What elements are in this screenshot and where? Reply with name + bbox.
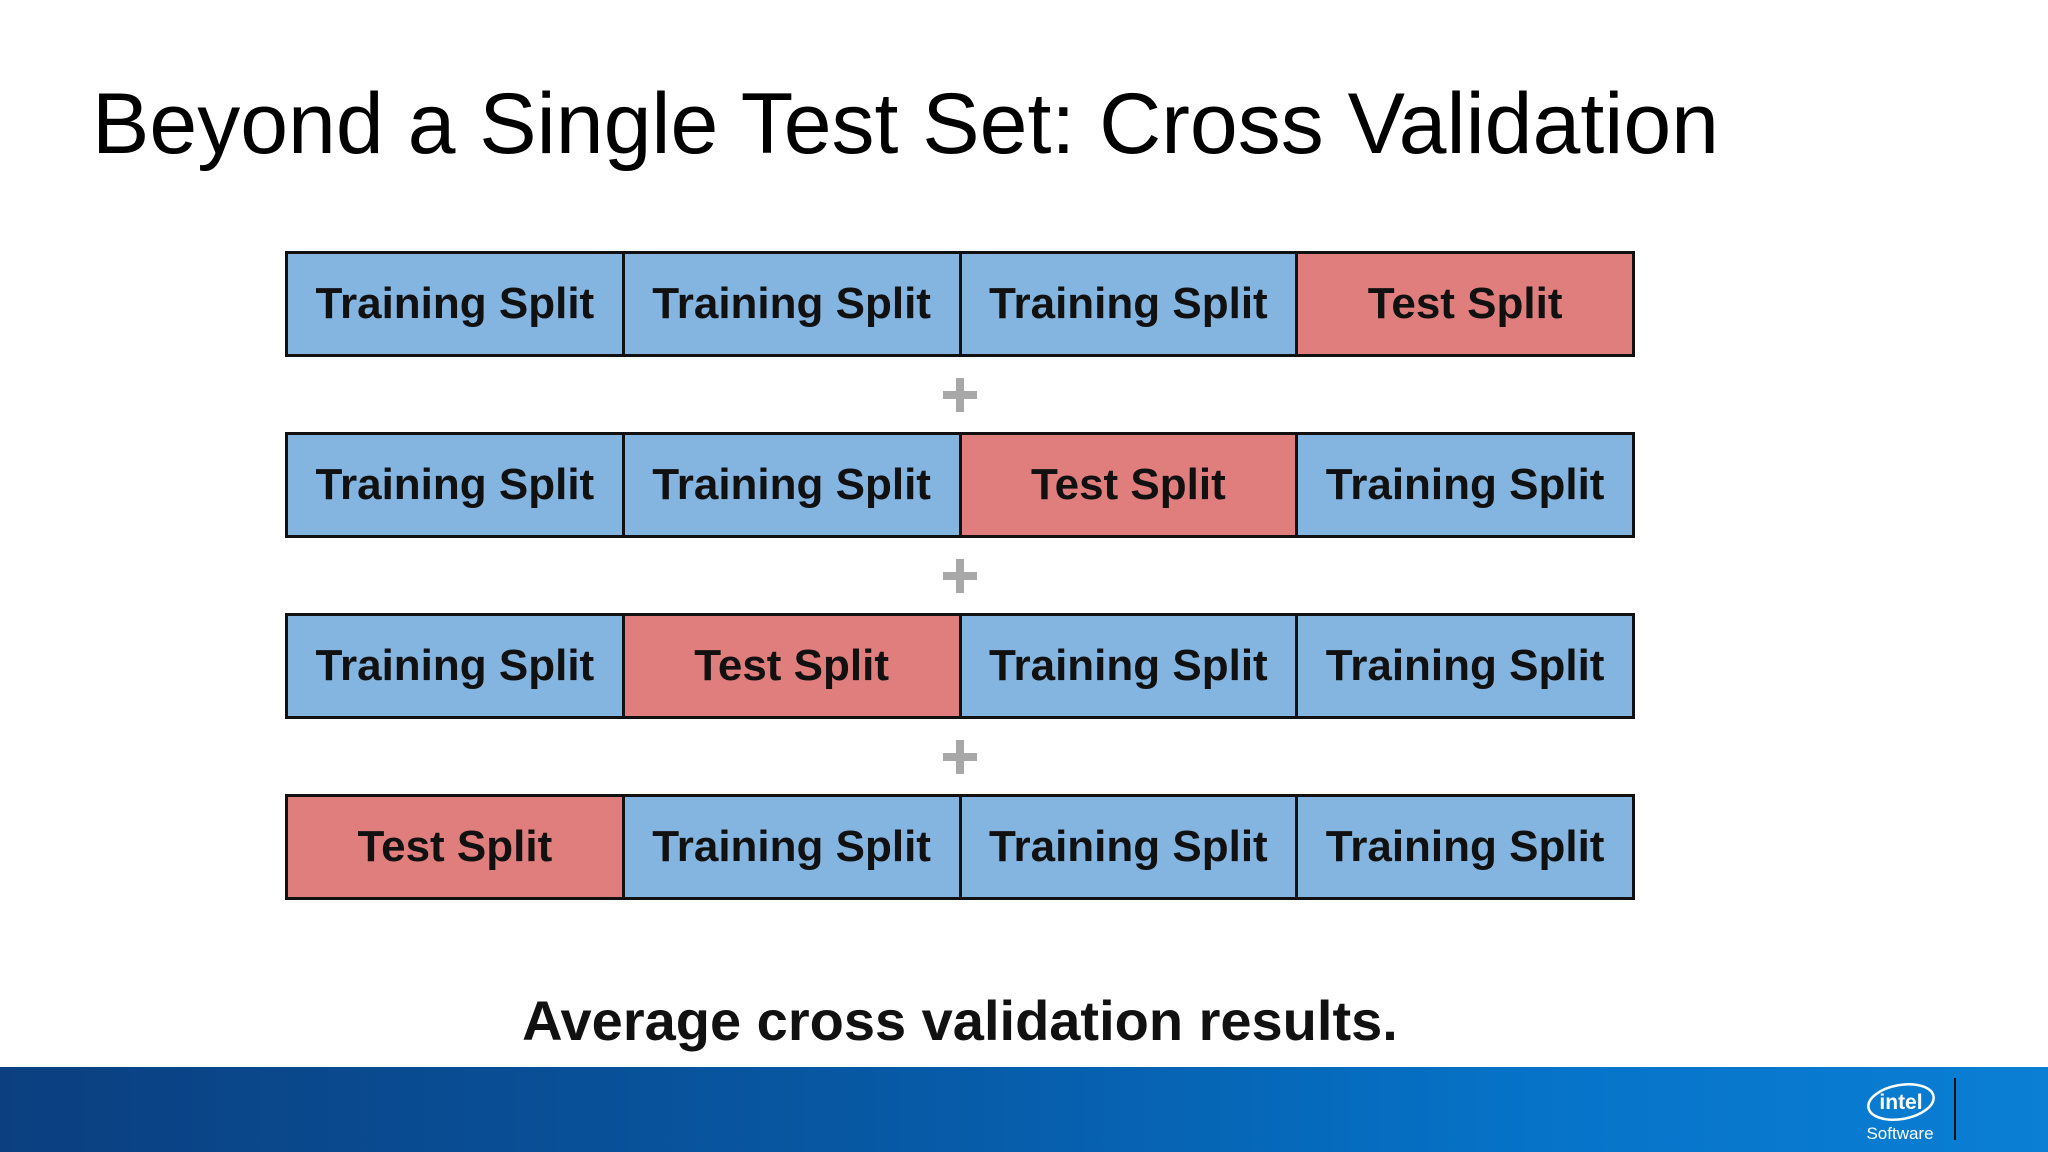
test-split-cell: Test Split [961, 435, 1299, 535]
fold-separator [285, 357, 1635, 432]
training-split-cell: Training Split [1298, 435, 1632, 535]
test-split-cell: Test Split [288, 797, 625, 897]
plus-icon [943, 377, 977, 412]
training-split-cell: Training Split [624, 254, 962, 354]
training-split-cell: Training Split [624, 435, 962, 535]
training-split-cell: Training Split [624, 797, 962, 897]
test-split-cell: Test Split [1298, 254, 1632, 354]
plus-icon [943, 558, 977, 593]
fold-row-4: Test Split Training Split Training Split… [285, 794, 1635, 900]
training-split-cell: Training Split [1298, 797, 1632, 897]
slide-title: Beyond a Single Test Set: Cross Validati… [92, 76, 1719, 172]
fold-separator [285, 538, 1635, 613]
cross-validation-folds: Training Split Training Split Training S… [285, 251, 1635, 900]
brand-divider [1954, 1078, 1956, 1140]
training-split-cell: Training Split [288, 254, 625, 354]
intel-logo-text: intel [1879, 1091, 1922, 1114]
training-split-cell: Training Split [961, 254, 1299, 354]
intel-software-brand: intel Software [1840, 1077, 1960, 1149]
fold-row-3: Training Split Test Split Training Split… [285, 613, 1635, 719]
footer-bar: intel Software [0, 1067, 2048, 1152]
fold-row-1: Training Split Training Split Training S… [285, 251, 1635, 357]
fold-separator [285, 719, 1635, 794]
test-split-cell: Test Split [624, 616, 962, 716]
training-split-cell: Training Split [288, 616, 625, 716]
training-split-cell: Training Split [961, 616, 1299, 716]
intel-logo-icon: intel [1867, 1083, 1935, 1121]
conclusion-text: Average cross validation results. [522, 989, 1398, 1052]
training-split-cell: Training Split [288, 435, 625, 535]
training-split-cell: Training Split [961, 797, 1299, 897]
plus-icon [943, 739, 977, 774]
fold-row-2: Training Split Training Split Test Split… [285, 432, 1635, 538]
brand-subtitle: Software [1866, 1124, 1934, 1143]
training-split-cell: Training Split [1298, 616, 1632, 716]
